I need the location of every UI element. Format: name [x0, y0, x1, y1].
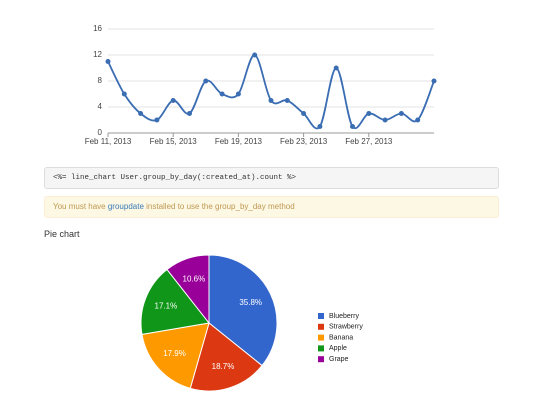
x-tick-label: Feb 27, 2013	[345, 137, 393, 146]
point	[284, 98, 290, 103]
slice-label: 17.1%	[155, 301, 178, 310]
point	[203, 78, 209, 84]
alert-link[interactable]: groupdate	[107, 202, 144, 211]
alert-text: You must have	[53, 202, 108, 211]
section-title: Pie chart	[44, 229, 80, 239]
point	[301, 111, 307, 116]
point	[317, 124, 323, 129]
point	[252, 52, 258, 58]
point	[350, 124, 355, 129]
pie-slice	[208, 254, 278, 367]
legend-label: Grape	[329, 356, 349, 363]
y-tick-label: 16	[93, 24, 102, 33]
point	[170, 98, 176, 103]
point	[333, 65, 339, 71]
point	[219, 91, 225, 97]
point	[366, 111, 372, 116]
point	[121, 91, 127, 97]
legend-swatch	[318, 345, 324, 352]
legend-label: Strawberry	[329, 324, 363, 331]
point	[382, 117, 388, 123]
legend-label: Apple	[329, 345, 347, 352]
x-tick-label: Feb 19, 2013	[215, 137, 263, 146]
legend-swatch	[318, 334, 324, 341]
code-block: <%= line_chart User.group_by_day(:create…	[44, 167, 499, 189]
slice-label: 18.7%	[212, 362, 235, 371]
alert-text: installed to use the group_by_day method	[143, 202, 295, 211]
point	[187, 111, 192, 116]
point	[138, 111, 144, 116]
point	[398, 111, 404, 116]
pie-slice	[141, 322, 210, 389]
legend-label: Banana	[329, 334, 353, 341]
point	[154, 117, 160, 123]
point	[415, 117, 421, 123]
line	[107, 54, 435, 130]
legend-label: Blueberry	[329, 313, 359, 320]
point	[235, 91, 241, 97]
legend-swatch	[318, 313, 324, 319]
point	[268, 98, 274, 103]
pie-slice	[189, 322, 263, 392]
pie-slice	[140, 268, 210, 335]
y-tick-label: 4	[98, 102, 103, 111]
legend-swatch	[318, 356, 324, 363]
slice-label: 35.8%	[239, 298, 262, 307]
slice-label: 10.6%	[183, 274, 206, 283]
x-tick-label: Feb 23, 2013	[280, 137, 328, 146]
x-tick-label: Feb 15, 2013	[150, 137, 198, 146]
point	[105, 59, 111, 64]
alert: You must have groupdate installed to use…	[44, 196, 499, 218]
slice-label: 17.9%	[163, 349, 186, 358]
x-tick-label: Feb 11, 2013	[85, 137, 132, 146]
pie-slice	[166, 254, 210, 325]
y-tick-label: 12	[93, 50, 102, 59]
y-tick-label: 8	[98, 76, 103, 85]
point	[431, 78, 437, 84]
legend-swatch	[318, 323, 324, 330]
y-tick-label: 0	[98, 128, 103, 137]
